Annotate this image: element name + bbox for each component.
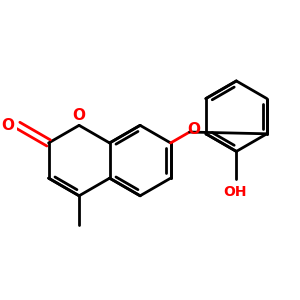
Text: O: O <box>73 107 85 122</box>
Text: OH: OH <box>223 185 246 199</box>
Text: O: O <box>187 122 200 137</box>
Text: O: O <box>1 118 14 133</box>
